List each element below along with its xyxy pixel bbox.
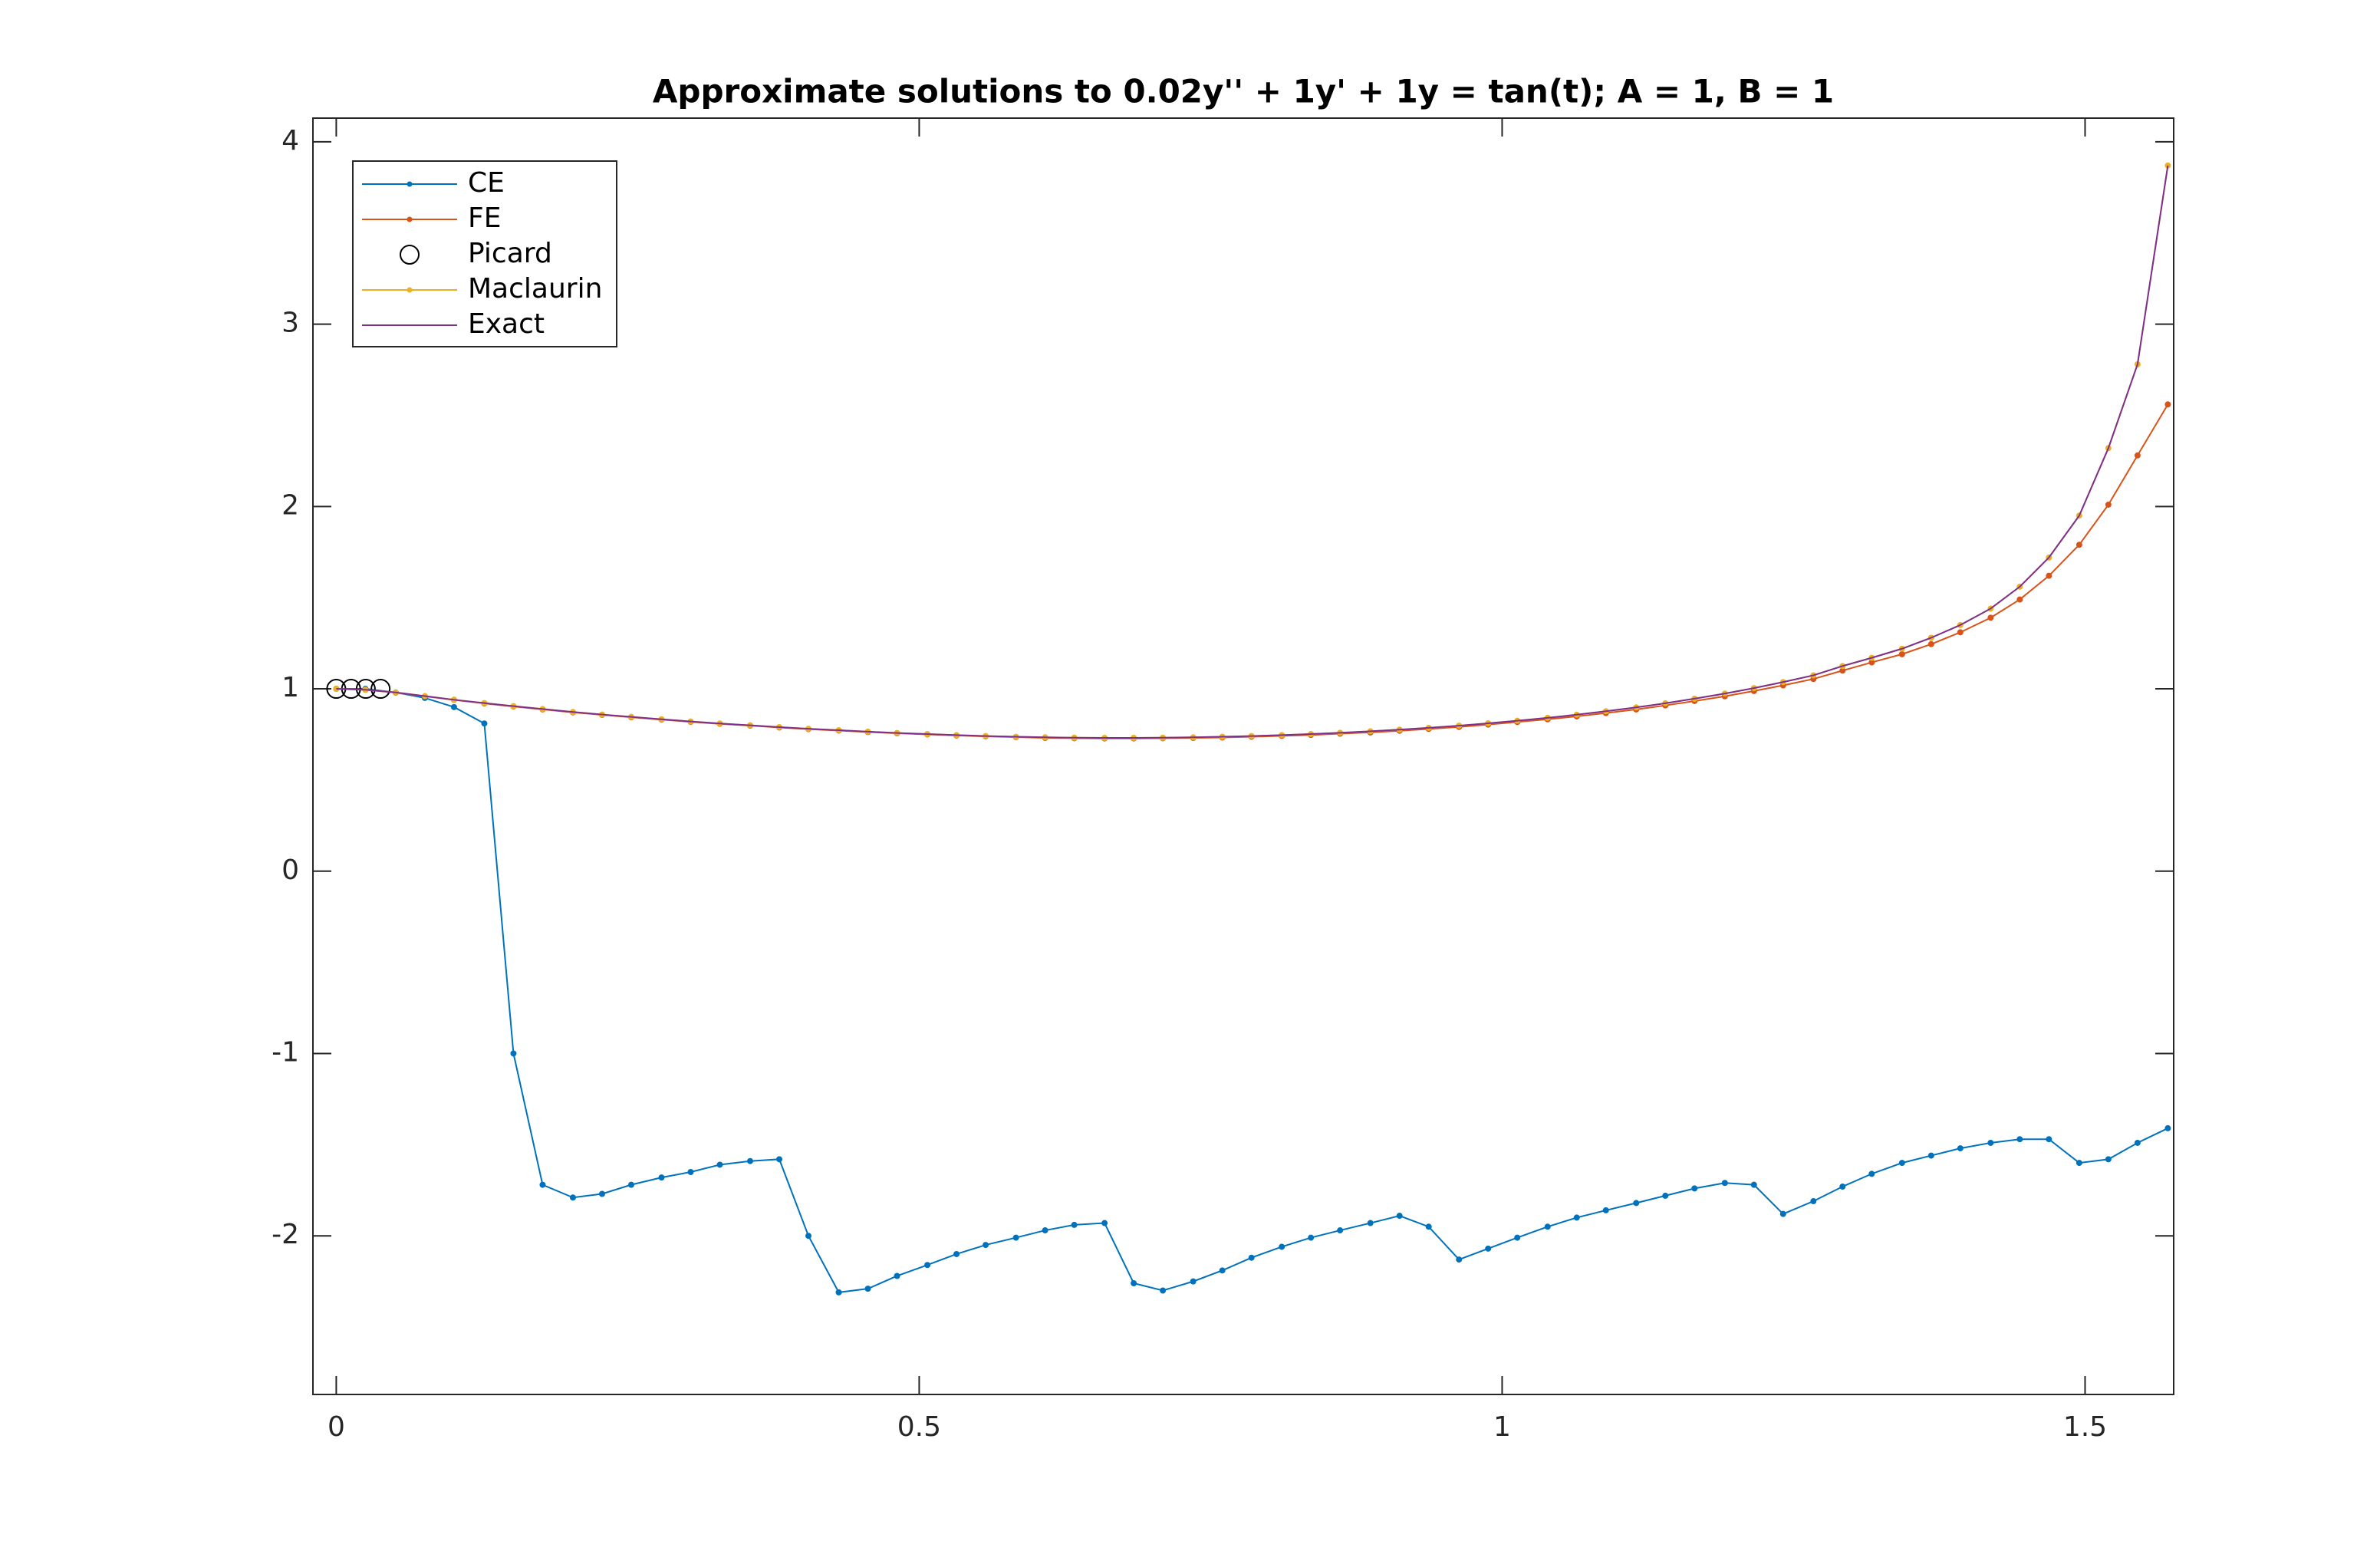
point-marker (539, 1181, 546, 1188)
plot-area (312, 117, 2174, 1395)
legend-label: Picard (468, 238, 552, 269)
legend-label: Maclaurin (468, 273, 602, 305)
point-marker (2046, 1136, 2052, 1143)
y-tick-label: 1 (281, 672, 299, 703)
legend-label: FE (468, 202, 501, 234)
point-marker (658, 1174, 665, 1181)
point-marker (716, 1161, 723, 1168)
point-marker (510, 1050, 517, 1057)
point-marker (747, 1157, 754, 1164)
point-marker (1219, 1267, 1226, 1274)
point-marker (1957, 1145, 1964, 1152)
y-tick-label: 0 (281, 854, 299, 886)
point-marker (598, 1190, 605, 1197)
point-marker (1868, 1170, 1875, 1177)
point-marker (1279, 1243, 1285, 1250)
point-marker (1573, 1214, 1580, 1221)
point-marker (2134, 452, 2141, 459)
point-marker (1691, 1185, 1698, 1192)
point-marker (1190, 1278, 1197, 1285)
point-marker (776, 1156, 783, 1163)
x-tick-label: 1 (1493, 1411, 1511, 1443)
point-marker (1396, 1213, 1403, 1220)
point-marker (805, 1233, 812, 1240)
y-tick-label: -1 (272, 1036, 299, 1068)
series-layer (326, 162, 2171, 1296)
point-marker (1544, 1223, 1551, 1230)
x-tick-label: 1.5 (2063, 1411, 2107, 1443)
point-marker (2164, 401, 2171, 408)
point-marker (2076, 542, 2082, 548)
point-marker (1750, 1181, 1757, 1188)
point-marker (1012, 1234, 1019, 1241)
legend-swatch-marker (400, 245, 420, 265)
point-marker (1101, 1220, 1108, 1226)
point-marker (1308, 1234, 1315, 1241)
point-marker (1721, 1180, 1728, 1187)
point-marker (569, 1194, 576, 1201)
picard-marker (370, 679, 391, 700)
point-marker (1248, 1254, 1255, 1261)
point-marker (1839, 1184, 1846, 1190)
point-marker (1987, 614, 1994, 621)
chart-title: Approximate solutions to 0.02y'' + 1y' +… (653, 73, 1834, 110)
point-marker (1131, 1279, 1137, 1286)
point-marker (1662, 1192, 1669, 1199)
point-marker (1633, 1200, 1640, 1207)
point-marker (835, 1289, 842, 1296)
point-marker (1485, 1245, 1492, 1252)
point-marker (2164, 1124, 2171, 1131)
legend-swatch-marker (407, 216, 413, 222)
y-tick-label: -2 (272, 1219, 299, 1250)
point-marker (1898, 1160, 1905, 1167)
point-marker (2016, 1136, 2023, 1143)
point-marker (1367, 1220, 1374, 1226)
y-tick-label: 2 (281, 489, 299, 521)
legend-label: CE (468, 167, 505, 199)
x-tick-label: 0 (328, 1411, 345, 1443)
point-marker (627, 1181, 634, 1188)
point-marker (1071, 1221, 1078, 1228)
point-marker (1514, 1234, 1521, 1241)
point-marker (1042, 1227, 1048, 1234)
point-marker (1337, 1227, 1344, 1234)
point-marker (1160, 1287, 1167, 1294)
point-marker (2134, 1139, 2141, 1146)
point-marker (1602, 1207, 1609, 1213)
point-marker (1957, 629, 1964, 636)
point-marker (1456, 1256, 1463, 1263)
point-marker (924, 1262, 931, 1269)
legend-swatch-marker (407, 287, 413, 293)
point-marker (2046, 572, 2052, 579)
x-tick-label: 0.5 (897, 1411, 941, 1443)
point-marker (983, 1242, 989, 1249)
y-tick-label: 4 (281, 125, 299, 156)
point-marker (953, 1250, 960, 1257)
point-marker (1987, 1139, 1994, 1146)
point-marker (1810, 1198, 1817, 1205)
point-marker (1927, 640, 1934, 647)
point-marker (1425, 1223, 1432, 1230)
point-marker (481, 720, 488, 727)
series-line (336, 165, 2169, 739)
legend-box (352, 160, 617, 347)
point-marker (2105, 501, 2112, 508)
point-marker (2105, 1156, 2112, 1163)
legend-swatch-marker (407, 181, 413, 187)
point-marker (1779, 1210, 1786, 1217)
point-marker (1927, 1152, 1934, 1159)
legend-label: Exact (468, 308, 545, 340)
point-marker (450, 703, 457, 710)
point-marker (687, 1168, 694, 1175)
point-marker (1898, 650, 1905, 657)
point-marker (2016, 596, 2023, 603)
point-marker (894, 1273, 900, 1279)
y-tick-label: 3 (281, 308, 299, 339)
point-marker (2076, 1160, 2082, 1167)
point-marker (864, 1286, 871, 1292)
